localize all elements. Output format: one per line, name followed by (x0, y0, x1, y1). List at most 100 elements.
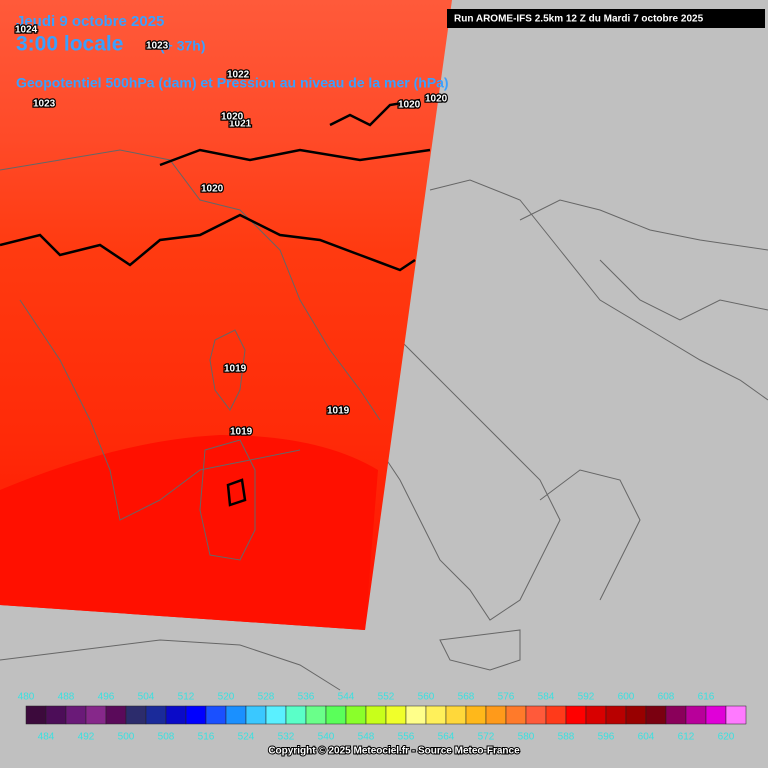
legend-label: 552 (378, 692, 395, 703)
color-swatch (525, 705, 547, 725)
legend-label: 544 (338, 692, 355, 703)
color-swatch (605, 705, 627, 725)
legend-label: 612 (678, 732, 695, 743)
legend-label: 616 (698, 692, 715, 703)
legend-label: 572 (478, 732, 495, 743)
legend-label: 560 (418, 692, 435, 703)
legend-label: 520 (218, 692, 235, 703)
isobar-label: 1023 (33, 99, 56, 110)
isobar-label: 1019 (230, 427, 253, 438)
legend-label: 600 (618, 692, 635, 703)
legend-label: 540 (318, 732, 335, 743)
legend-label: 524 (238, 732, 255, 743)
color-swatch (85, 705, 107, 725)
color-swatch (545, 705, 567, 725)
island (209, 329, 246, 411)
color-swatch (425, 705, 447, 725)
run-box (447, 9, 765, 28)
coastline (19, 299, 301, 521)
border (599, 259, 768, 321)
color-swatch (25, 705, 47, 725)
legend-label: 484 (38, 732, 55, 743)
legend-label: 480 (18, 692, 35, 703)
isobar-label: 1022 (227, 70, 250, 81)
legend-label: 596 (598, 732, 615, 743)
color-swatch (405, 705, 427, 725)
color-swatch (185, 705, 207, 725)
isobar-label: 1019 (327, 406, 350, 417)
legend-label: 580 (518, 732, 535, 743)
island (199, 439, 256, 561)
color-swatch (225, 705, 247, 725)
legend-label: 592 (578, 692, 595, 703)
isobar (329, 98, 421, 127)
coastline (539, 469, 641, 601)
legend-label: 588 (558, 732, 575, 743)
border (519, 199, 768, 251)
color-swatch (45, 705, 67, 725)
legend-label: 516 (198, 732, 215, 743)
color-swatch (305, 705, 327, 725)
isobar-label: 1021 (229, 119, 252, 130)
legend-label: 504 (138, 692, 155, 703)
color-legend: 480 488 496 504 512 520 528 536 544 552 560 568 576 5… (18, 692, 747, 743)
coastline (0, 149, 381, 421)
color-swatch (285, 705, 307, 725)
isobar-label: 1023 (146, 41, 169, 52)
color-swatch (65, 705, 87, 725)
isobar-label: 1020 (221, 112, 244, 123)
run-info: Run AROME-IFS 2.5km 12 Z du Mardi 7 octo… (454, 14, 704, 25)
color-swatch (245, 705, 267, 725)
color-swatch (265, 705, 287, 725)
legend-label: 564 (438, 732, 455, 743)
legend-label: 556 (398, 732, 415, 743)
color-swatch (325, 705, 347, 725)
isobar (159, 148, 431, 167)
color-swatch (505, 705, 527, 725)
legend-label: 528 (258, 692, 275, 703)
legend-label: 512 (178, 692, 195, 703)
color-swatch (145, 705, 167, 725)
color-swatch (725, 705, 747, 725)
legend-label: 608 (658, 692, 675, 703)
isobar (0, 213, 416, 272)
legend-label: 536 (298, 692, 315, 703)
legend-label: 584 (538, 692, 555, 703)
legend-label: 604 (638, 732, 655, 743)
color-swatch (565, 705, 587, 725)
copyright: Copyright © 2025 Meteociel.fr - Source M… (268, 746, 520, 757)
color-swatch (705, 705, 727, 725)
color-swatch (365, 705, 387, 725)
isobar-label: 1020 (425, 94, 448, 105)
field-title: Geopotentiel 500hPa (dam) et Pression au… (16, 75, 449, 91)
coastline (429, 179, 768, 401)
color-swatch (665, 705, 687, 725)
color-swatch (205, 705, 227, 725)
color-swatch (445, 705, 467, 725)
color-swatch (585, 705, 607, 725)
color-swatch (105, 705, 127, 725)
coastline (439, 629, 521, 671)
date: Jeudi 9 octobre 2025 (16, 13, 164, 30)
legend-label: 620 (718, 732, 735, 743)
isobar-labels: 1024102310231022102110201020102010201019… (14, 23, 449, 439)
isobar (226, 478, 247, 507)
legend-label: 532 (278, 732, 295, 743)
legend-label: 508 (158, 732, 175, 743)
isobar-label: 1020 (201, 184, 224, 195)
legend-label: 576 (498, 692, 515, 703)
color-swatch (645, 705, 667, 725)
color-swatch (345, 705, 367, 725)
isobar-label: 1024 (15, 25, 38, 36)
coastline (0, 639, 341, 691)
color-swatch (625, 705, 647, 725)
color-swatch (485, 705, 507, 725)
color-swatch (685, 705, 707, 725)
color-swatch (165, 705, 187, 725)
legend-label: 500 (118, 732, 135, 743)
legend-label: 488 (58, 692, 75, 703)
coastline (379, 339, 561, 621)
legend-label: 492 (78, 732, 95, 743)
legend-label: 548 (358, 732, 375, 743)
